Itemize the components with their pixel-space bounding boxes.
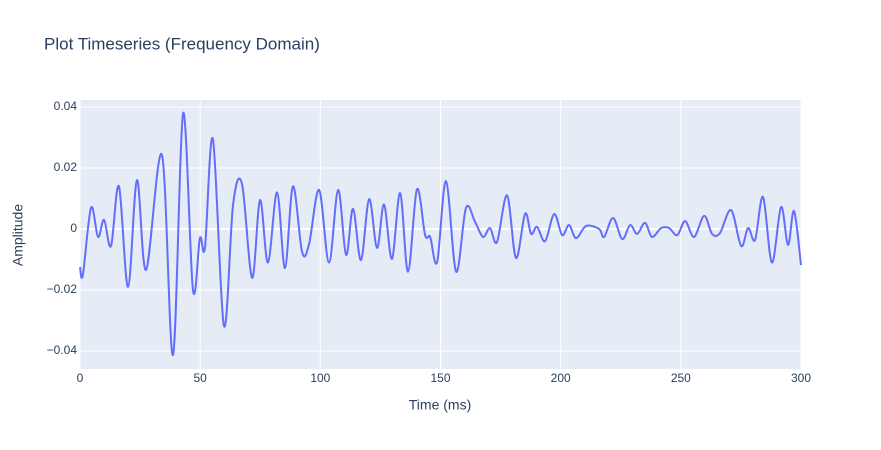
x-tick-label: 0	[77, 371, 84, 385]
y-axis-title: Amplitude	[10, 204, 26, 266]
data-line	[79, 112, 802, 356]
x-tick-label: 150	[430, 371, 450, 385]
x-tick-label: 300	[791, 371, 811, 385]
y-tick-label: −0.04	[47, 343, 78, 357]
y-tick-label: 0.04	[54, 99, 78, 113]
y-tick-label: 0.02	[54, 160, 78, 174]
x-tick-label: 50	[193, 371, 207, 385]
x-tick-label: 200	[551, 371, 571, 385]
x-tick-label: 100	[310, 371, 330, 385]
x-axis-title: Time (ms)	[409, 397, 471, 413]
y-tick-label: 0	[70, 221, 77, 235]
x-tick-label: 250	[671, 371, 691, 385]
y-tick-label: −0.02	[47, 282, 78, 296]
chart-title: Plot Timeseries (Frequency Domain)	[44, 34, 320, 53]
